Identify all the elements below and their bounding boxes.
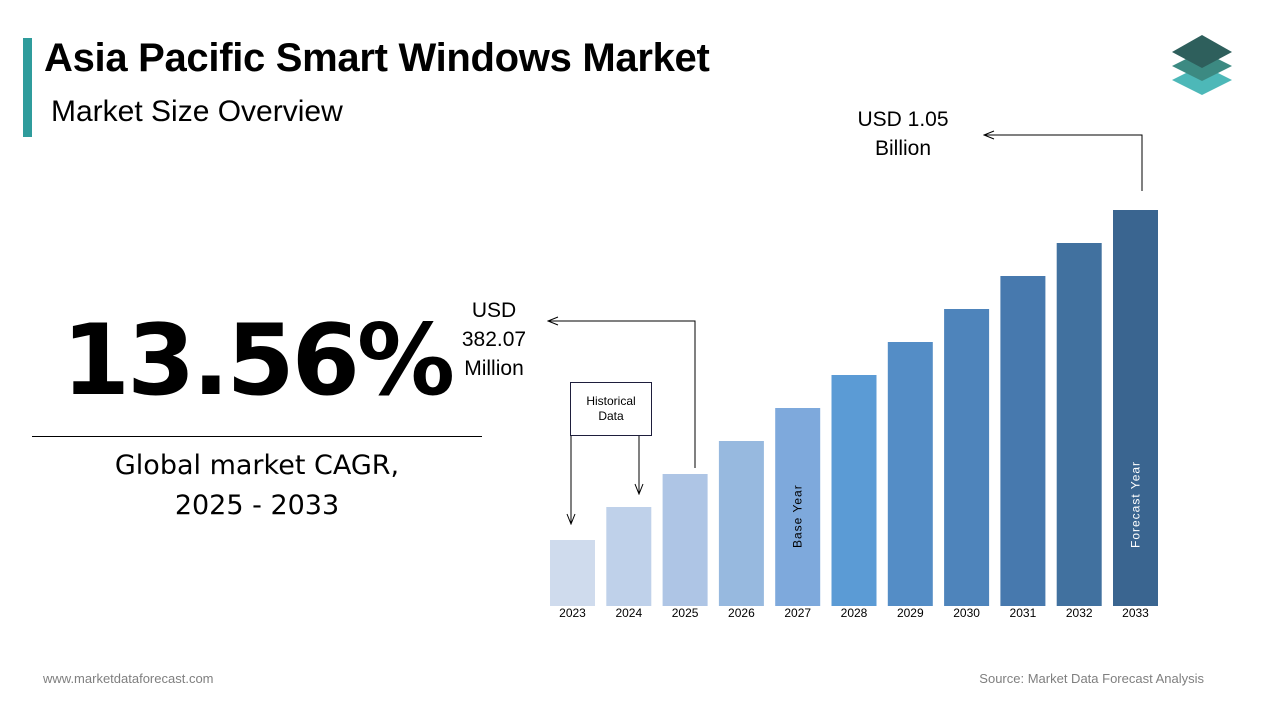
bar-2031 xyxy=(1000,276,1046,606)
end-value-arrow xyxy=(984,135,1143,191)
end-value-line2: Billion xyxy=(874,137,932,160)
bar-2029 xyxy=(887,342,933,606)
bar-label-base-year: Base Year xyxy=(791,484,805,548)
historical-data-box: Historical Data xyxy=(570,382,652,436)
start-value-callout: USD 382.07 Million xyxy=(452,296,536,383)
x-axis-labels: 2023 2024 2025 2026 2027 2028 2029 2030 2031 2032… xyxy=(559,606,1149,620)
start-value-line1: USD xyxy=(471,299,517,322)
cagr-value: 13.56% xyxy=(61,304,455,418)
bar-2025 xyxy=(662,474,708,606)
end-value-callout: USD 1.05 Billion xyxy=(838,105,968,163)
bar-2027 xyxy=(775,408,821,606)
start-value-line3: Million xyxy=(464,357,524,380)
cagr-label-line2: 2025 - 2033 xyxy=(174,490,340,521)
historical-label-line1: Historical xyxy=(586,394,636,408)
page-title: Asia Pacific Smart Windows Market xyxy=(44,36,710,80)
end-value-line1: USD 1.05 xyxy=(857,108,949,131)
bar-2026 xyxy=(718,441,764,606)
x-tick-label-2023: 2023 xyxy=(559,606,586,620)
source-note: Source: Market Data Forecast Analysis xyxy=(979,671,1204,686)
x-tick-label-2029: 2029 xyxy=(897,606,924,620)
cagr-label-line1: Global market CAGR, xyxy=(114,450,400,481)
bar-2023 xyxy=(550,540,595,606)
x-tick-label-2025: 2025 xyxy=(672,606,699,620)
start-value-line2: 382.07 xyxy=(461,328,527,351)
logo-layer-top xyxy=(1172,35,1232,68)
stacked-layers-logo-icon xyxy=(1172,35,1232,95)
cagr-label: Global market CAGR, 2025 - 2033 xyxy=(32,446,482,526)
x-tick-label-2030: 2030 xyxy=(953,606,980,620)
title-accent-bar xyxy=(23,38,32,137)
bar-label-forecast-year: Forecast Year xyxy=(1129,461,1143,548)
x-tick-label-2024: 2024 xyxy=(615,606,642,620)
bar-2032 xyxy=(1056,243,1102,606)
cagr-divider xyxy=(32,436,482,437)
x-tick-label-2033: 2033 xyxy=(1122,606,1149,620)
bars-group xyxy=(550,210,1158,606)
x-tick-label-2028: 2028 xyxy=(841,606,868,620)
annotation-arrows xyxy=(548,135,1143,524)
bar-2028 xyxy=(831,375,877,606)
bar-2033 xyxy=(1113,210,1158,606)
bar-text-labels: Base Year Forecast Year xyxy=(791,461,1143,548)
x-tick-label-2026: 2026 xyxy=(728,606,755,620)
bar-2030 xyxy=(944,309,990,606)
x-tick-label-2032: 2032 xyxy=(1066,606,1093,620)
x-tick-label-2027: 2027 xyxy=(784,606,811,620)
start-value-arrow xyxy=(548,321,696,468)
website-link[interactable]: www.marketdataforecast.com xyxy=(43,671,214,686)
bar-2024 xyxy=(606,507,652,606)
x-tick-label-2031: 2031 xyxy=(1010,606,1037,620)
page-subtitle: Market Size Overview xyxy=(51,95,343,128)
historical-label-line2: Data xyxy=(598,409,624,423)
